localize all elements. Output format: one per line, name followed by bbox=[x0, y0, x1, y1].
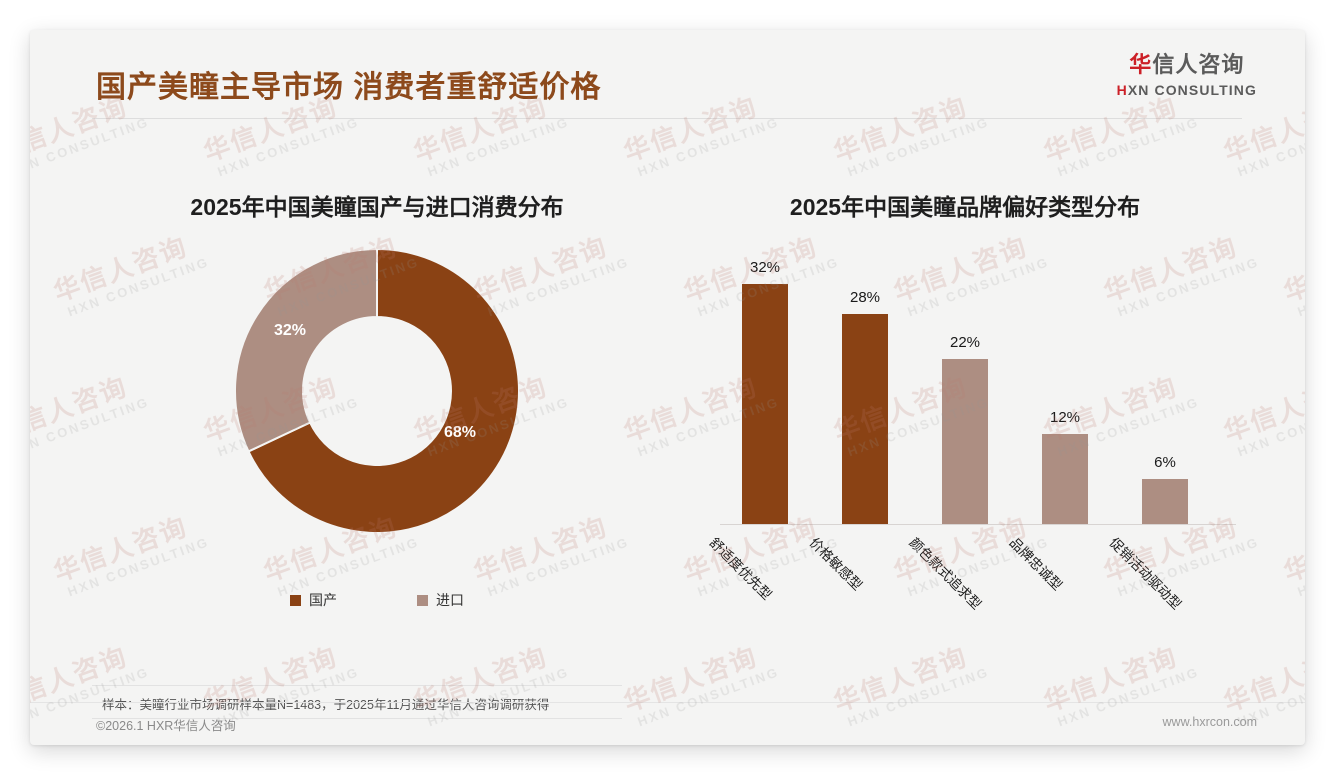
bar-column: 32% bbox=[742, 254, 788, 524]
title-divider bbox=[92, 118, 1242, 119]
bar-rect[interactable] bbox=[1042, 434, 1088, 524]
bar-chart-axis bbox=[720, 524, 1236, 525]
bar-column: 12% bbox=[1042, 254, 1088, 524]
donut-slice-guochan[interactable] bbox=[247, 247, 520, 534]
chart-panel-bar: 2025年中国美瞳品牌偏好类型分布 32% 28% 22% 12% 6% 舒适度优先型价… bbox=[680, 122, 1250, 662]
company-logo: 华信人咨询 HXN CONSULTING bbox=[1117, 54, 1257, 98]
logo-en-rest: XN CONSULTING bbox=[1127, 82, 1257, 98]
slide-footer: ©2026.1 HXR华信人咨询 www.hxrcon.com bbox=[30, 702, 1305, 745]
slide-header: 国产美瞳主导市场 消费者重舒适价格 华信人咨询 HXN CONSULTING bbox=[30, 30, 1305, 122]
bar-value-label: 22% bbox=[949, 334, 981, 351]
bar-category-label: 品牌忠诚型 bbox=[1006, 534, 1065, 594]
bar-value-label: 32% bbox=[749, 259, 781, 276]
logo-cn-rest: 信人咨询 bbox=[1152, 52, 1245, 77]
legend-swatch-icon-jinkou bbox=[417, 594, 428, 606]
legend-label-guochan: 国产 bbox=[309, 592, 337, 608]
bar-category-label: 价格敏感型 bbox=[806, 534, 865, 594]
bar-rect[interactable] bbox=[842, 314, 888, 524]
note-divider-top bbox=[92, 685, 622, 686]
bar-value-label: 6% bbox=[1154, 454, 1176, 471]
slide: 国产美瞳主导市场 消费者重舒适价格 华信人咨询 HXN CONSULTING 华… bbox=[30, 30, 1305, 745]
legend-label-jinkou: 进口 bbox=[436, 592, 464, 608]
donut-value-guochan: 68% bbox=[444, 424, 477, 441]
legend-item-jinkou[interactable]: 进口 bbox=[417, 590, 464, 610]
bar-column: 22% bbox=[942, 254, 988, 524]
page-title: 国产美瞳主导市场 消费者重舒适价格 bbox=[96, 71, 602, 104]
slide-content: 2025年中国美瞳国产与进口消费分布 68% 32% 国产 bbox=[30, 122, 1305, 662]
bar-category-label: 颜色款式追求型 bbox=[906, 534, 984, 613]
logo-cn-highlight: 华 bbox=[1129, 52, 1153, 77]
bar-category-label: 促销活动驱动型 bbox=[1106, 534, 1184, 613]
website-url[interactable]: www.hxrcon.com bbox=[1162, 715, 1257, 729]
note-divider-bottom bbox=[92, 718, 622, 719]
copyright-text: ©2026.1 HXR华信人咨询 bbox=[96, 719, 236, 733]
logo-english-text: HXN CONSULTING bbox=[1117, 83, 1257, 97]
donut-value-jinkou: 32% bbox=[274, 322, 307, 339]
bar-rect[interactable] bbox=[942, 359, 988, 524]
donut-chart: 68% 32% bbox=[232, 246, 522, 536]
bar-rect[interactable] bbox=[1142, 479, 1188, 524]
bar-column: 28% bbox=[842, 254, 888, 524]
bar-value-label: 28% bbox=[849, 289, 881, 306]
donut-slice-jinkou[interactable] bbox=[234, 247, 379, 453]
donut-chart-title: 2025年中国美瞳国产与进口消费分布 bbox=[190, 194, 564, 220]
donut-svg bbox=[234, 247, 520, 534]
donut-legend: 国产 进口 bbox=[92, 590, 662, 610]
bar-rect[interactable] bbox=[742, 284, 788, 524]
legend-item-guochan[interactable]: 国产 bbox=[290, 590, 337, 610]
bar-chart: 32% 28% 22% 12% 6% bbox=[728, 254, 1228, 524]
logo-chinese-text: 华信人咨询 bbox=[1117, 54, 1257, 76]
logo-en-highlight: H bbox=[1116, 82, 1128, 98]
bar-value-label: 12% bbox=[1049, 409, 1081, 426]
legend-swatch-icon-guochan bbox=[290, 594, 301, 606]
source-note: 样本：美瞳行业市场调研样本量N=1483，于2025年11月通过华信人咨询调研获… bbox=[102, 698, 550, 712]
chart-panel-donut: 2025年中国美瞳国产与进口消费分布 68% 32% 国产 bbox=[92, 122, 662, 662]
bar-chart-title: 2025年中国美瞳品牌偏好类型分布 bbox=[789, 194, 1141, 220]
bar-column: 6% bbox=[1142, 254, 1188, 524]
bar-category-label: 舒适度优先型 bbox=[706, 534, 775, 603]
